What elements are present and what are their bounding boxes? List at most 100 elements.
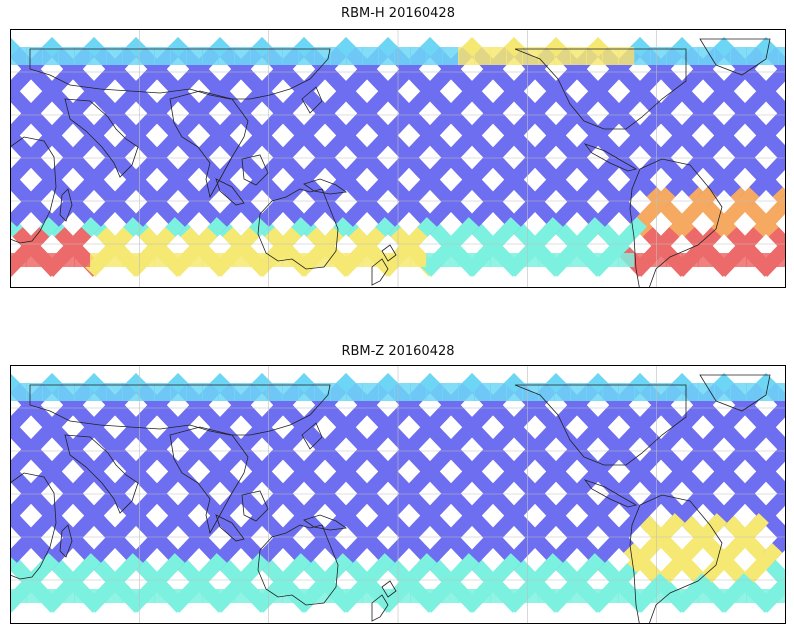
south-band-cell: [458, 253, 475, 267]
south-band-cell: [522, 253, 539, 267]
north-band-cell: [442, 47, 459, 65]
south-band-cell: [618, 253, 635, 267]
coastline-sumatra: [215, 178, 245, 206]
swath-segment: [10, 413, 24, 438]
north-band-cell: [90, 47, 107, 65]
north-band-cell: [250, 383, 267, 401]
north-band-cell: [74, 47, 91, 65]
south-band-cell: [202, 589, 219, 603]
south-band-cell: [138, 589, 155, 603]
north-band-cell: [474, 47, 491, 65]
south-band-cell: [394, 253, 411, 267]
north-band-cell: [474, 383, 491, 401]
north-band-cell: [346, 383, 363, 401]
south-band-cell: [298, 253, 315, 267]
south-band-cell: [266, 253, 283, 267]
north-band-cell: [218, 383, 235, 401]
south-band-cell: [682, 253, 699, 267]
north-band-cell: [362, 47, 379, 65]
north-band-cell: [58, 383, 75, 401]
map-frame: [10, 365, 786, 624]
north-band-cell: [554, 47, 571, 65]
north-band-cell: [762, 47, 779, 65]
north-band-cell: [458, 47, 475, 65]
south-band-cell: [58, 253, 75, 267]
north-band-cell: [266, 383, 283, 401]
north-band-cell: [666, 47, 683, 65]
coastline-eurasia-north: [29, 48, 331, 100]
south-band-cell: [586, 589, 603, 603]
north-band-cell: [42, 383, 59, 401]
north-band-cell: [234, 47, 251, 65]
south-band-cell: [106, 253, 123, 267]
north-band-cell: [682, 47, 699, 65]
south-band-cell: [410, 253, 427, 267]
north-band-cell: [330, 383, 347, 401]
north-band-cell: [106, 383, 123, 401]
north-band-cell: [490, 47, 507, 65]
north-band-cell: [170, 47, 187, 65]
coastline-sumatra: [215, 514, 245, 542]
south-band-cell: [650, 589, 667, 603]
north-band-cell: [730, 383, 747, 401]
south-band-cell: [442, 589, 459, 603]
north-band-cell: [426, 383, 443, 401]
south-band-cell: [218, 589, 235, 603]
panel-rbm-z-title: RBM-Z 20160428: [341, 344, 455, 359]
south-band-cell: [282, 589, 299, 603]
north-band-cell: [138, 383, 155, 401]
north-band-cell: [602, 47, 619, 65]
coastline-new-zealand-north: [381, 580, 397, 598]
north-band-cell: [506, 47, 523, 65]
north-band-cell: [122, 47, 139, 65]
north-band-cell: [378, 47, 395, 65]
north-band-cell: [410, 383, 427, 401]
south-band-cell: [698, 589, 715, 603]
south-band-cell: [650, 253, 667, 267]
north-band-cell: [250, 47, 267, 65]
north-band-cell: [378, 383, 395, 401]
north-band-cell: [298, 47, 315, 65]
south-band-cell: [138, 253, 155, 267]
south-band-cell: [106, 589, 123, 603]
coastline-australia: [257, 188, 339, 270]
south-band-cell: [778, 253, 786, 267]
south-band-cell: [42, 589, 59, 603]
coastline-new-zealand-south: [371, 594, 389, 622]
south-band-cell: [122, 589, 139, 603]
coastline-north-america: [514, 384, 687, 466]
south-band-cell: [170, 589, 187, 603]
north-band-cell: [570, 47, 587, 65]
south-band-cell: [730, 253, 747, 267]
graticule: [10, 365, 786, 624]
south-band-cell: [362, 253, 379, 267]
coastline-new-guinea: [303, 514, 348, 531]
north-band-cell: [202, 383, 219, 401]
south-band-cell: [682, 589, 699, 603]
south-band-cell: [570, 253, 587, 267]
south-band-cell: [458, 589, 475, 603]
south-band-cell: [714, 253, 731, 267]
north-band-cell: [650, 383, 667, 401]
south-band-cell: [362, 589, 379, 603]
coastline-greenland: [699, 38, 771, 76]
coastline-australia: [257, 524, 339, 606]
south-band-cell: [394, 589, 411, 603]
north-band-cell: [410, 47, 427, 65]
satellite-swaths: [10, 37, 786, 277]
coastline-africa: [10, 136, 57, 244]
north-band-cell: [426, 47, 443, 65]
north-band-cell: [186, 383, 203, 401]
graticule: [10, 29, 786, 288]
north-band-cell: [282, 47, 299, 65]
north-band-cell: [618, 383, 635, 401]
north-band-cell: [506, 383, 523, 401]
south-band-cell: [538, 589, 555, 603]
coastline-central-america: [583, 479, 638, 508]
south-band-cell: [250, 253, 267, 267]
coastline-new-guinea: [303, 178, 348, 195]
north-band-cell: [618, 47, 635, 65]
south-band-cell: [90, 253, 107, 267]
south-band-cell: [298, 589, 315, 603]
north-band-cell: [602, 383, 619, 401]
